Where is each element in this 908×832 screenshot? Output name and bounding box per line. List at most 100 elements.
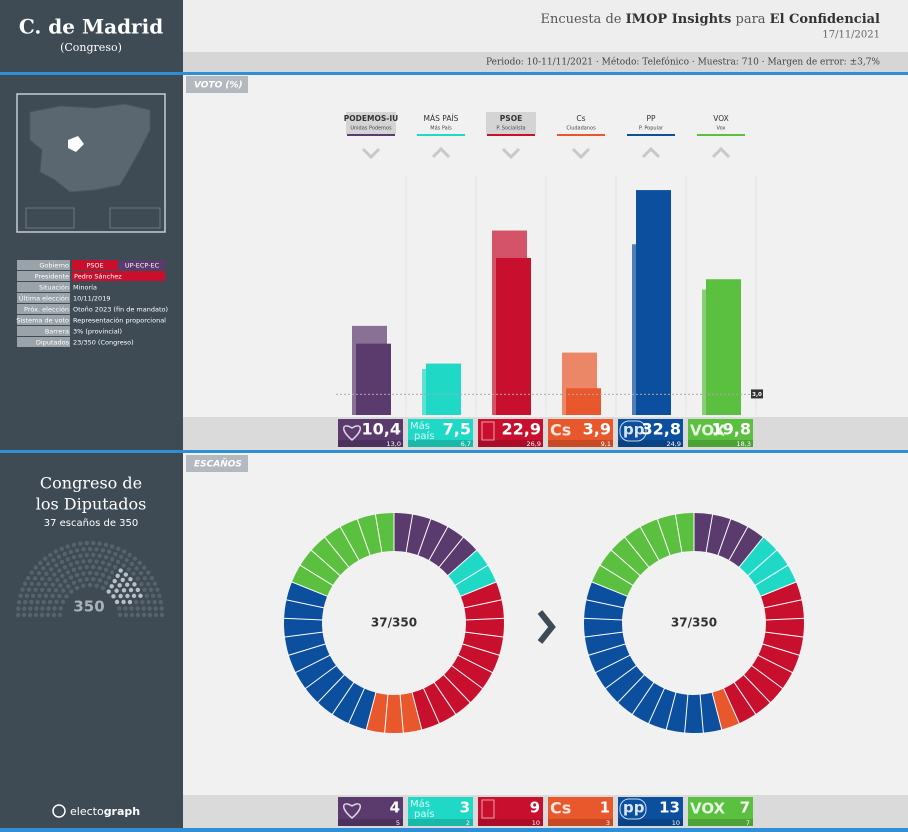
seat-separator xyxy=(754,564,789,587)
hemicycle-dot xyxy=(59,559,65,565)
seat-box xyxy=(618,797,683,826)
hemicycle-dot xyxy=(146,570,151,575)
hemicycle-dot xyxy=(129,606,134,611)
hemicycle-dot xyxy=(29,570,34,575)
hemicycle-dot xyxy=(45,612,51,618)
hemicycle-dot xyxy=(147,606,152,611)
seat-box-foot xyxy=(688,819,753,826)
hemicycle-dot xyxy=(32,576,38,581)
hemicycle-dot xyxy=(71,542,77,548)
hemicycle-dot xyxy=(71,580,77,585)
info-value: PSOE xyxy=(86,262,103,270)
hemicycle-dot xyxy=(91,576,96,582)
hemicycle-dot xyxy=(121,588,127,593)
arrow xyxy=(537,610,556,644)
hemicycle-dot xyxy=(63,578,68,584)
party-underline xyxy=(487,134,535,136)
donut-center: 37/350 xyxy=(671,616,717,630)
seat-separator xyxy=(446,549,478,577)
seat-separator xyxy=(583,617,624,621)
hemicycle-dot xyxy=(144,593,150,599)
value-label: 19,8 xyxy=(712,420,751,439)
header-highlight xyxy=(486,112,536,134)
seat-separator xyxy=(594,654,631,674)
value-label: 32,8 xyxy=(642,420,681,439)
hemicycle-dot xyxy=(64,594,69,599)
info-label: Próx. elección xyxy=(24,306,69,314)
hemicycle-dot xyxy=(29,581,34,587)
hemicycle-dot xyxy=(65,544,70,549)
info-label-bg xyxy=(17,282,70,292)
hemicycle-dot xyxy=(25,575,31,581)
logo-podemos xyxy=(343,803,361,819)
info-label: Diputados xyxy=(36,339,70,347)
seat-separator xyxy=(299,564,334,587)
seat-arc xyxy=(694,513,764,567)
hemicycle-dot xyxy=(84,540,89,546)
logo-cs: Cs xyxy=(550,421,571,440)
hemicycle-dot xyxy=(18,593,23,599)
map-spain xyxy=(29,103,151,193)
info-value: UP-ECP-EC xyxy=(125,262,160,270)
hemicycle-dot xyxy=(28,606,33,611)
seat-separator xyxy=(599,564,634,587)
hemicycle-dot xyxy=(97,541,102,546)
hemicycle-dot xyxy=(41,599,46,605)
seat-separator xyxy=(738,536,765,569)
hemicycle-dot xyxy=(114,599,120,605)
bar xyxy=(706,279,741,415)
hemicycle-dot xyxy=(97,553,102,558)
threshold-label: 3,0 xyxy=(752,392,762,398)
hemicycle-dot xyxy=(36,570,42,576)
hemicycle-dot xyxy=(30,593,36,599)
hemicycle-dot xyxy=(87,546,93,552)
hemicycle-dot xyxy=(74,572,80,578)
hemicycle-dot xyxy=(16,599,22,605)
logo-pp-bg xyxy=(619,798,647,820)
seat-separator xyxy=(316,673,346,704)
trend-arrow xyxy=(431,146,451,159)
bar xyxy=(356,343,391,415)
info-label-bg xyxy=(17,304,70,314)
hemicycle-dot xyxy=(153,606,158,611)
hemicycle-dot xyxy=(110,557,115,562)
hemicycle-dot xyxy=(142,587,147,593)
seat-separator xyxy=(750,664,784,690)
hemicycle-dot xyxy=(142,576,148,581)
hemicycle-dot xyxy=(69,589,74,594)
hemicycle-dot xyxy=(48,567,54,572)
logo-podemos xyxy=(343,425,361,441)
hemicycle-dot xyxy=(112,578,117,584)
hemicycle-dot xyxy=(140,599,145,605)
divider xyxy=(0,828,908,832)
seat-box xyxy=(408,797,473,826)
map-inset xyxy=(109,207,161,229)
hemicycle-dot xyxy=(123,572,129,577)
seat-separator xyxy=(422,687,441,725)
hemicycle xyxy=(15,540,165,618)
hemicycle-dot xyxy=(139,581,144,587)
seat-separator xyxy=(411,691,423,731)
hemicycle-dot xyxy=(65,570,71,575)
hemicycle-dot xyxy=(114,588,119,593)
seat-separator xyxy=(699,693,704,734)
hemicycle-dot xyxy=(53,549,59,554)
hemicycle-dot xyxy=(152,581,158,586)
seat-previous: 3 xyxy=(606,819,610,827)
seat-separator xyxy=(304,664,338,690)
logo-pp: pp xyxy=(623,421,645,439)
seat-separator xyxy=(616,673,646,704)
seat-separator xyxy=(722,687,741,725)
seat-separator xyxy=(665,691,677,731)
seat-box-foot xyxy=(618,819,683,826)
hemicycle-dot xyxy=(74,585,80,591)
seat-value: 7 xyxy=(740,799,750,817)
seat-separator xyxy=(290,581,329,597)
hemicycle-dot xyxy=(33,565,38,570)
party-fullname: P. Socialista xyxy=(496,126,525,132)
hemicycle-dot xyxy=(21,612,27,618)
hemicycle-dot xyxy=(103,554,109,560)
hemicycle-dot xyxy=(27,612,33,618)
party-underline xyxy=(557,134,605,136)
previous-value-label: 24,9 xyxy=(667,440,681,448)
